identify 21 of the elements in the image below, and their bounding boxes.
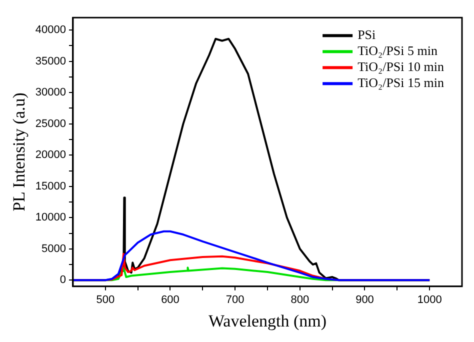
x-tick-label: 500 [96, 294, 115, 306]
y-tick-label: 30000 [35, 86, 66, 99]
x-tick-label: 900 [356, 294, 374, 306]
y-axis-title: PL Intensity (a.u) [10, 92, 29, 212]
y-tick-label: 20000 [35, 149, 66, 162]
y-tick-label: 35000 [35, 55, 66, 68]
legend-label: TiO₂/PSi 10 min [358, 59, 444, 74]
legend-label: TiO₂/PSi 5 min [358, 43, 438, 58]
x-tick-label: 800 [290, 294, 310, 306]
x-axis-title: Wavelength (nm) [208, 311, 327, 330]
x-tick-label: 600 [161, 294, 180, 306]
y-tick-label: 10000 [35, 212, 66, 224]
x-tick-label: 1000 [417, 294, 442, 306]
y-tick-label: 15000 [35, 180, 66, 192]
y-tick-label: 40000 [35, 24, 66, 36]
x-tick-label: 700 [226, 294, 244, 306]
legend-label: TiO₂/PSi 15 min [358, 75, 444, 90]
y-tick-label: 5000 [42, 242, 66, 255]
y-tick-label: 0 [60, 274, 66, 286]
y-tick-label: 25000 [35, 118, 66, 130]
legend-label: PSi [358, 27, 376, 42]
